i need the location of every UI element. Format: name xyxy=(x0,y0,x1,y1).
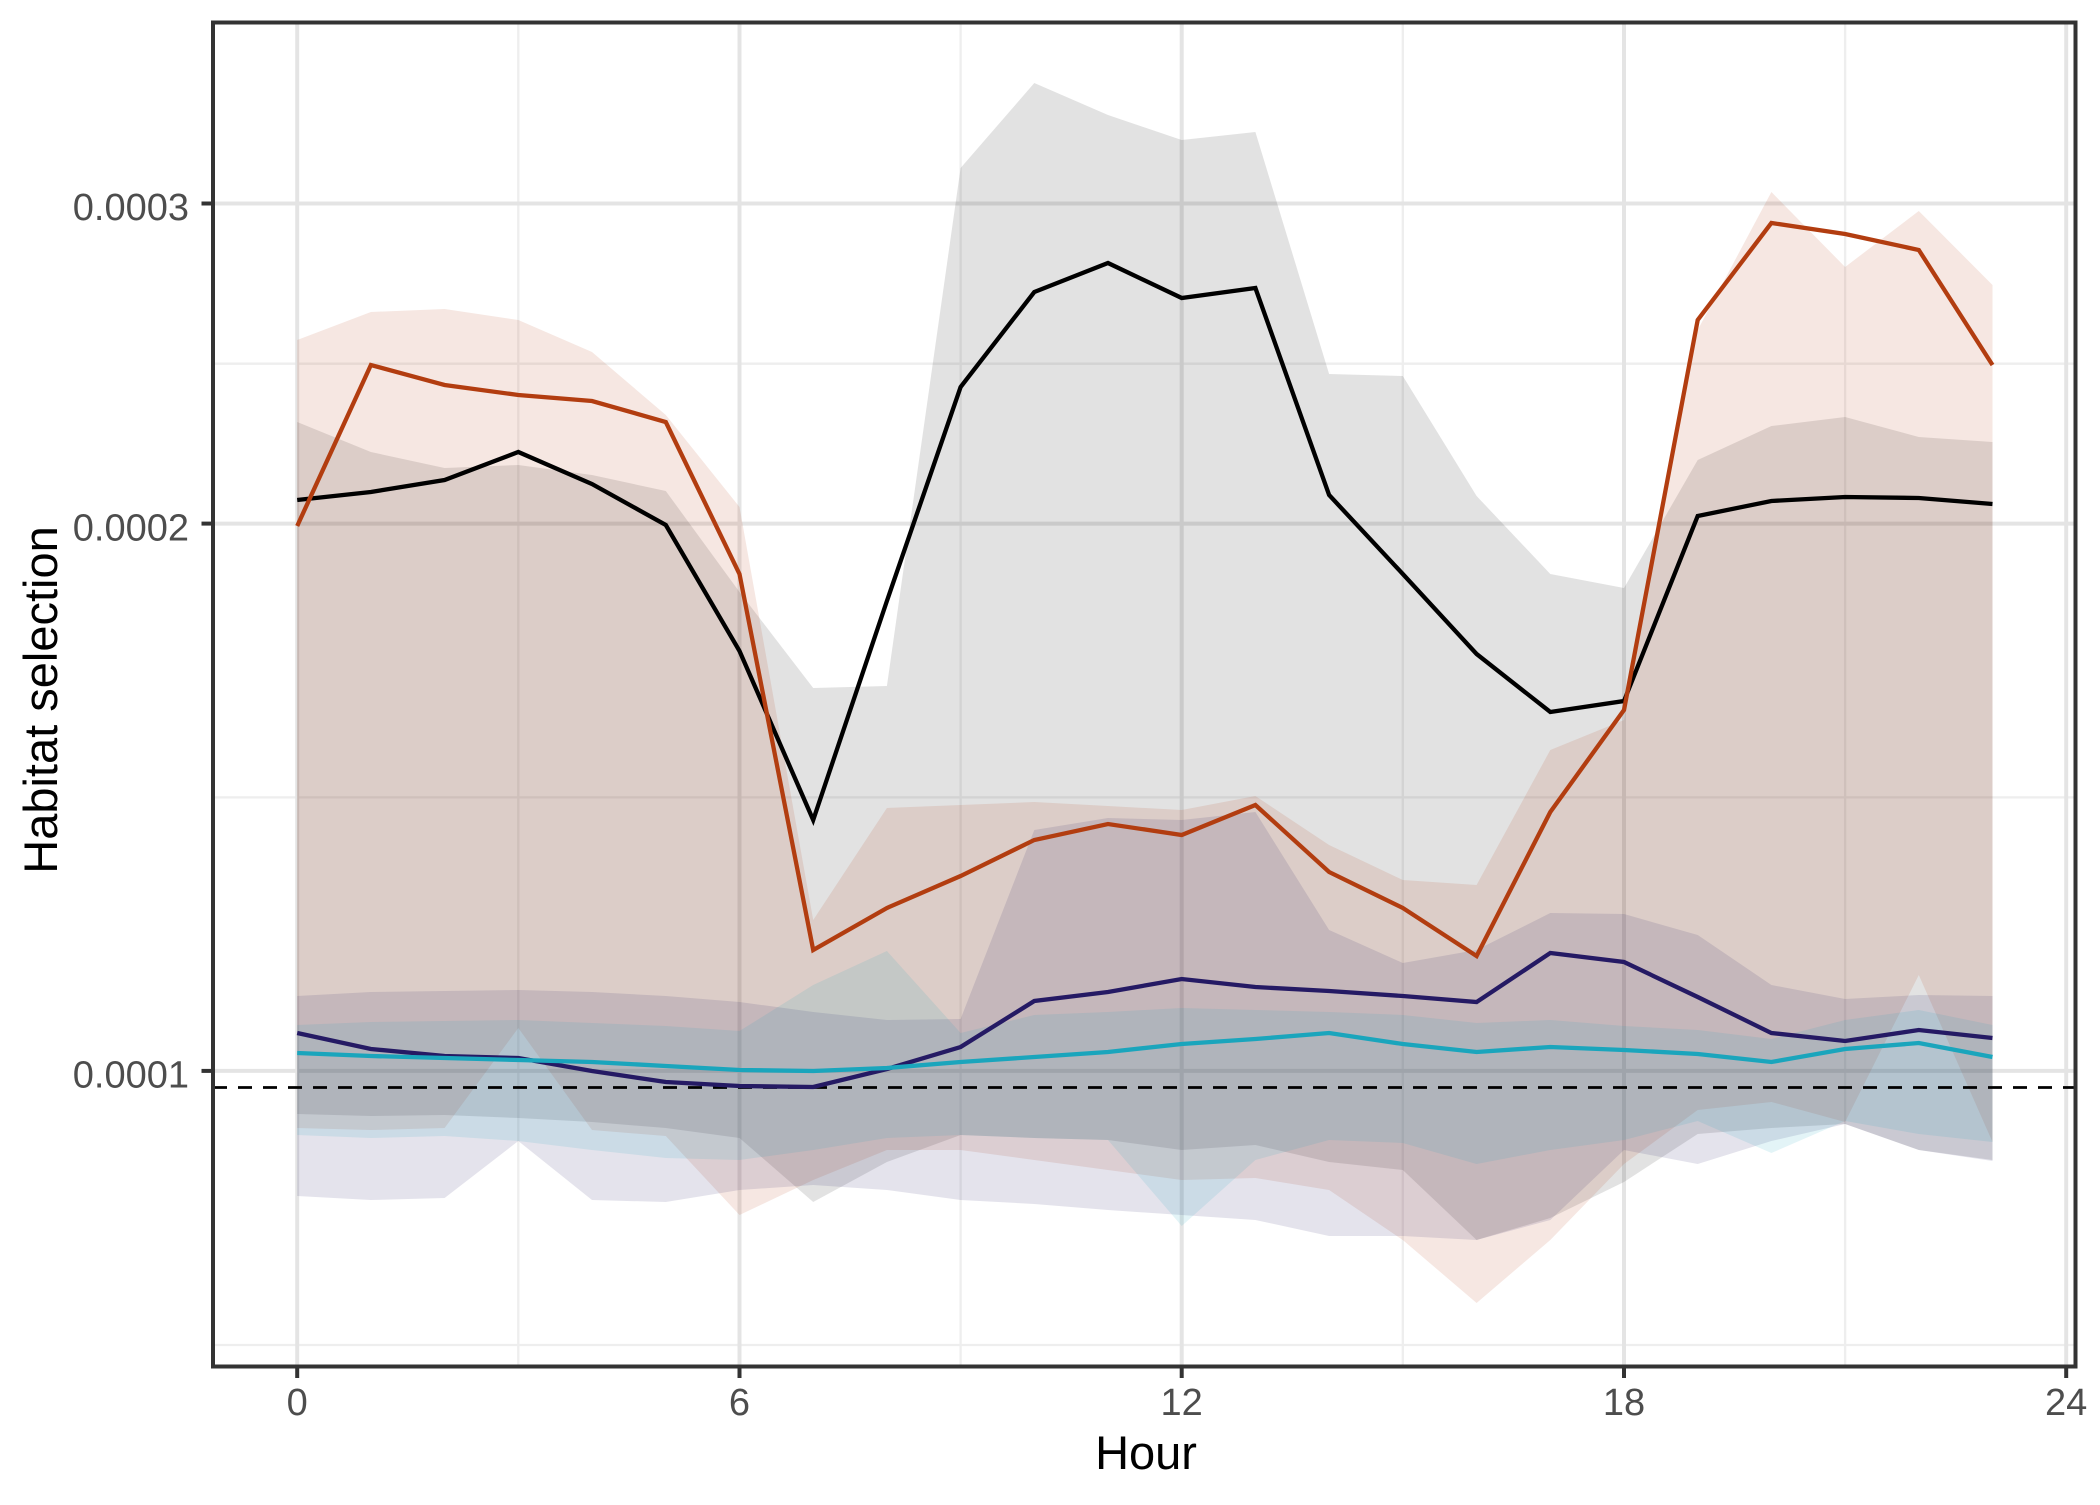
svg-text:0.0002: 0.0002 xyxy=(73,507,189,549)
svg-text:18: 18 xyxy=(1603,1382,1645,1424)
svg-text:24: 24 xyxy=(2045,1382,2087,1424)
svg-text:Habitat selection: Habitat selection xyxy=(14,526,67,873)
svg-text:0.0003: 0.0003 xyxy=(73,187,189,229)
svg-text:0: 0 xyxy=(287,1382,308,1424)
svg-text:12: 12 xyxy=(1161,1382,1203,1424)
svg-text:0.0001: 0.0001 xyxy=(73,1055,189,1097)
svg-text:6: 6 xyxy=(729,1382,750,1424)
svg-text:Hour: Hour xyxy=(1095,1426,1197,1479)
